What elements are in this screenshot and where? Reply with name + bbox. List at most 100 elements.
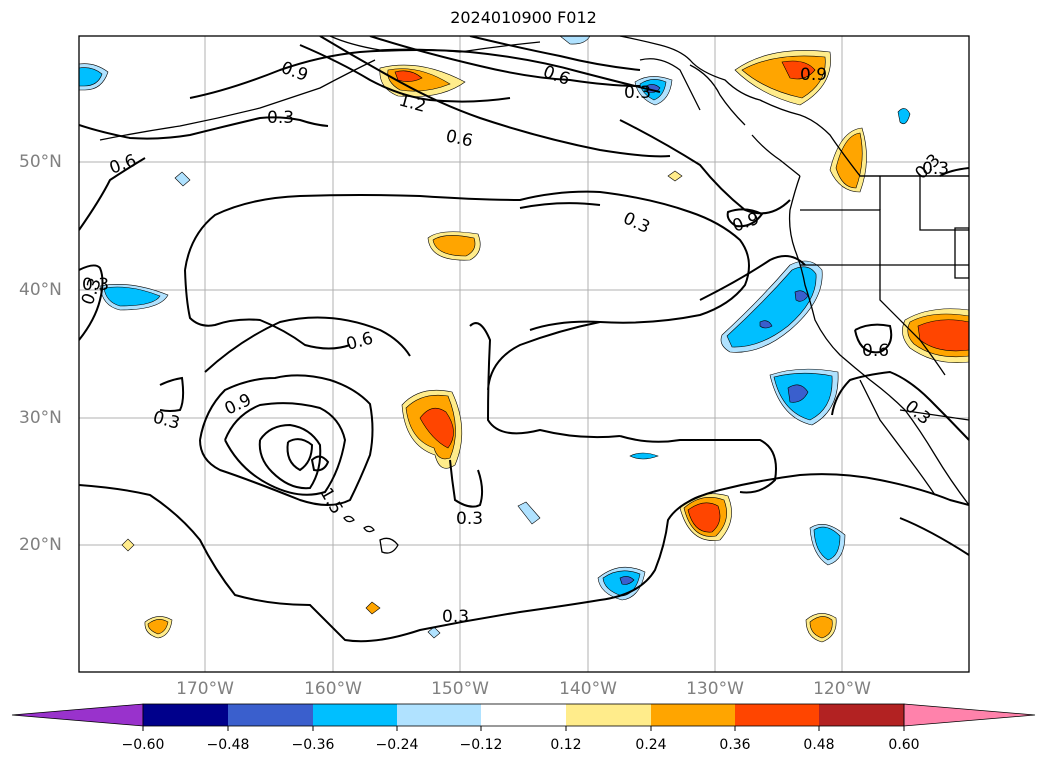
contour-label: 0.3 bbox=[82, 275, 109, 295]
cool-blob-56n-178w-core bbox=[79, 67, 103, 87]
warm-blob-bc-coast-inner bbox=[781, 60, 816, 80]
state-border-ca-nv bbox=[879, 265, 946, 376]
contour-0.3-nevada bbox=[831, 323, 969, 556]
map-frame bbox=[78, 35, 970, 673]
cool-dot-13n-150w bbox=[427, 626, 441, 639]
contour-1.8-core bbox=[310, 455, 330, 472]
positive-anomaly-fills bbox=[121, 50, 969, 643]
contour-0.6-north bbox=[319, 36, 671, 158]
cool-blob-17n-137w-inner bbox=[619, 576, 635, 585]
cool-dot-22n-144w bbox=[517, 501, 541, 525]
state-border-wa-or bbox=[800, 209, 969, 266]
contour-0.3-west-arc bbox=[79, 264, 104, 341]
colorbar-ticks bbox=[142, 726, 905, 731]
warm-dot-48n-133w bbox=[667, 170, 683, 182]
lat-label-40n: 40°N bbox=[19, 280, 62, 300]
island-hawaii-oahu bbox=[343, 515, 355, 523]
contour-0.3-pacific bbox=[79, 157, 750, 331]
colorbar-tick-label: 0.60 bbox=[888, 737, 920, 753]
colorbar-tick-label: 0.48 bbox=[803, 737, 835, 753]
contour-0.6-hawaii bbox=[204, 316, 621, 439]
contour-label: 0.3 bbox=[267, 108, 294, 128]
colorbar bbox=[11, 703, 1036, 731]
contour-label: 0.3 bbox=[922, 159, 949, 179]
colorbar-bin bbox=[651, 704, 735, 726]
coastline-baja bbox=[859, 379, 936, 496]
contour-lines bbox=[79, 36, 969, 643]
island-hawaii-maui bbox=[363, 525, 375, 533]
warm-blob-14n-121w-core bbox=[809, 616, 833, 639]
colorbar-bin bbox=[735, 704, 819, 726]
colorbar-tick-label: 0.36 bbox=[719, 737, 751, 753]
contour-0.9-ridge bbox=[619, 119, 791, 215]
colorbar-extend-left bbox=[11, 703, 144, 727]
coastline-aleutians bbox=[99, 59, 376, 141]
warm-blob-washington-core bbox=[835, 132, 863, 189]
colorbar-tick-label: 0.12 bbox=[550, 737, 582, 753]
cool-blob-20n-121w-core bbox=[813, 526, 841, 561]
map-title: 2024010900 F012 bbox=[450, 8, 597, 27]
coastline-bc-islands bbox=[751, 134, 801, 177]
map-area: 0.9 0.6 1.2 0.3 0.6 0.3 0.9 0.6 0.3 0.6 … bbox=[79, 36, 969, 672]
warm-blob-22n-131w-inner bbox=[687, 502, 721, 533]
warm-blob-gulf-alaska-inner bbox=[394, 70, 423, 82]
contour-0.6-upper bbox=[369, 36, 641, 87]
negative-anomaly-fills bbox=[79, 36, 911, 639]
contour-1.8-hawaii bbox=[286, 438, 314, 472]
state-border-us-mexico bbox=[899, 409, 969, 421]
coastline-north-america bbox=[619, 36, 969, 177]
colorbar-tick-label: −0.60 bbox=[121, 737, 165, 753]
contour-1.2-north bbox=[299, 44, 511, 103]
cool-blob-oregon-coast-core bbox=[726, 266, 817, 348]
lon-label-140w: 140°W bbox=[559, 679, 617, 699]
lat-label-50n: 50°N bbox=[19, 152, 62, 172]
island-panhandle-2 bbox=[689, 64, 746, 126]
contour-0.3-ne-corner bbox=[939, 167, 969, 177]
contour-label: 0.6 bbox=[862, 341, 889, 361]
cool-blob-32n-125w-inner bbox=[787, 384, 809, 403]
lat-label-20n: 20°N bbox=[19, 535, 62, 555]
colorbar-outline bbox=[142, 703, 905, 727]
colorbar-bin bbox=[566, 704, 651, 726]
contour-label: 0.3 bbox=[456, 509, 483, 529]
colorbar-bin bbox=[397, 704, 481, 726]
warm-dot-20n-172w bbox=[121, 538, 135, 552]
warm-dot-15n-157w bbox=[365, 601, 381, 615]
contour-0.3-ridge-east bbox=[619, 435, 777, 494]
contour-0.3-hawaii-trough bbox=[449, 459, 484, 508]
colorbar-extend-right bbox=[903, 703, 1036, 727]
cool-dot-48n-178w bbox=[174, 171, 191, 187]
contour-0.9-dot bbox=[726, 208, 764, 228]
contour-0.3-west-spike bbox=[159, 376, 185, 412]
island-hawaii-big bbox=[379, 537, 399, 554]
contour-0.9-north bbox=[189, 49, 661, 99]
contour-0.3-northwest bbox=[79, 116, 329, 140]
colorbar-tick-label: −0.48 bbox=[206, 737, 250, 753]
colorbar-tick-label: −0.12 bbox=[459, 737, 503, 753]
colorbar-tick-label: −0.24 bbox=[375, 737, 419, 753]
lon-label-120w: 120°W bbox=[813, 679, 871, 699]
state-border-box bbox=[954, 227, 969, 279]
cool-dot-27n-136w bbox=[629, 452, 659, 460]
cool-dot-56n-120w bbox=[897, 108, 911, 125]
colorbar-bin bbox=[143, 704, 228, 726]
contour-1.5-hawaii bbox=[258, 423, 322, 490]
warm-blob-42n-150w-core bbox=[432, 235, 476, 257]
contour-0.9-hawaii bbox=[199, 374, 374, 506]
contour-0.3-lower-coast bbox=[699, 255, 806, 301]
colorbar-tick-label: −0.36 bbox=[291, 737, 335, 753]
contour-0.3-outer-loop bbox=[184, 269, 351, 350]
contour-0.6-ridge bbox=[469, 36, 641, 71]
lon-label-160w: 160°W bbox=[304, 679, 362, 699]
cool-blob-40n-175w-core bbox=[103, 286, 161, 307]
lat-label-30n: 30°N bbox=[19, 408, 62, 428]
island-panhandle-1 bbox=[639, 58, 701, 111]
cool-blob-oregon-coast-inner2 bbox=[759, 320, 773, 329]
contour-0.3-south bbox=[79, 473, 969, 643]
warm-blob-14n-173w-core bbox=[147, 619, 169, 635]
contour-label: 0.9 bbox=[800, 65, 827, 85]
contour-label: 0.3 bbox=[624, 83, 651, 103]
colorbar-bin bbox=[481, 704, 566, 726]
state-border-id bbox=[879, 176, 969, 231]
